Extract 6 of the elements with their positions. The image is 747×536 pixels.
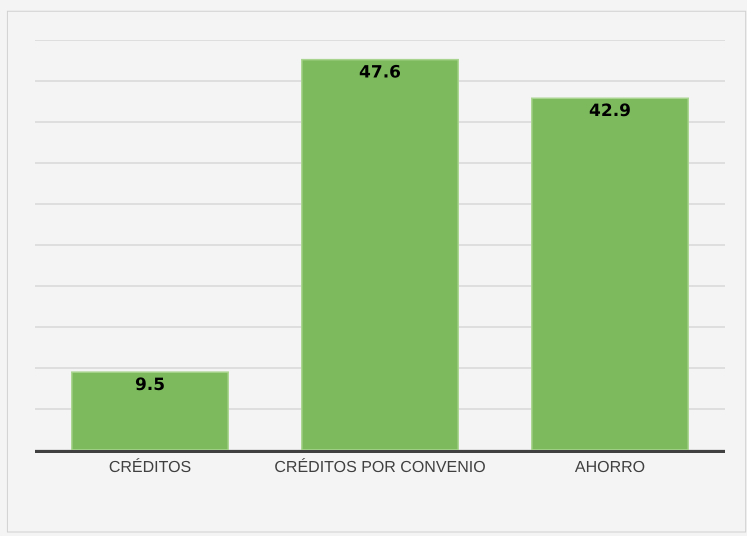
data-label: 47.6 [359, 62, 401, 83]
data-label: 9.5 [134, 375, 166, 396]
data-label: 42.9 [589, 101, 631, 122]
x-tick-label: CRÉDITOS POR CONVENIO [274, 458, 486, 476]
x-tick-label: CRÉDITOS [108, 458, 192, 476]
x-tick-label: AHORRO [574, 459, 646, 476]
